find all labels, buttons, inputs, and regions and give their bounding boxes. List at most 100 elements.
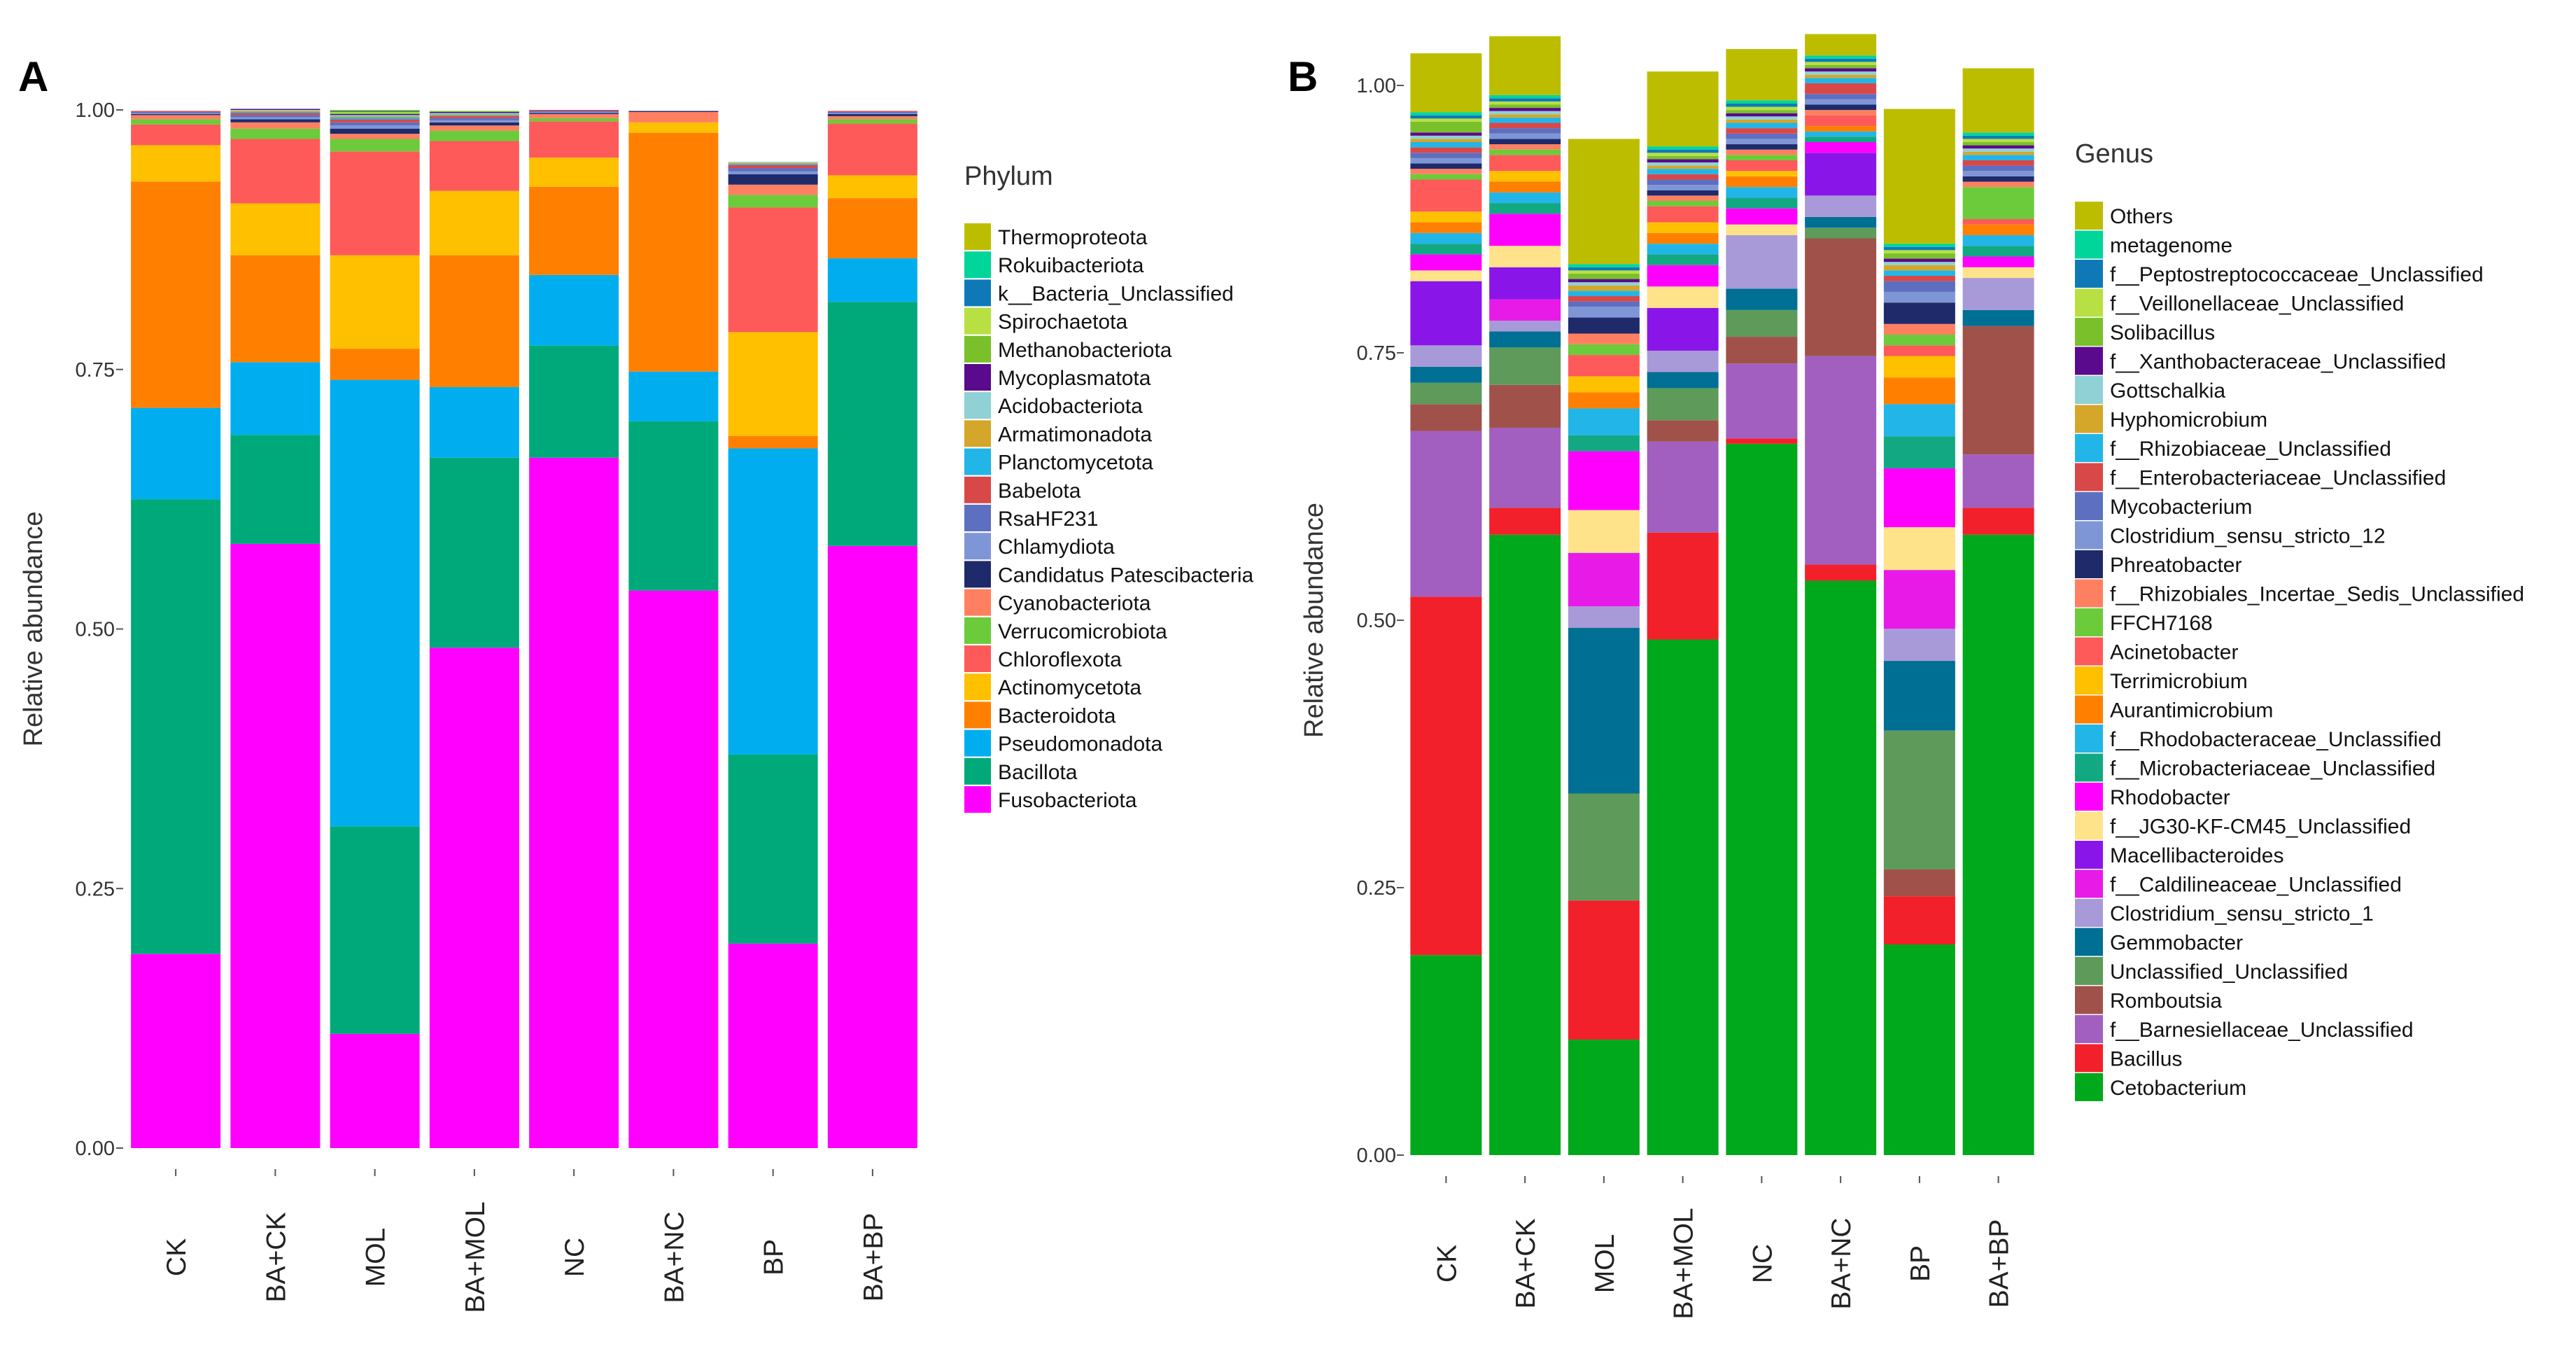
bar-segment-ba-mol-aurantimicrobium [1647, 232, 1719, 244]
bar-segment-mol-phreatobacter [1568, 317, 1640, 334]
bar-segment-ba-mol-gemmobacter [1647, 372, 1719, 389]
legend-title: Genus [2075, 139, 2153, 169]
legend-swatch-terrimicrobium [2075, 666, 2103, 694]
x-category-label-ba-nc: BA+NC [1827, 1217, 1857, 1309]
bar-segment-ba-ck-actinomycetota [230, 203, 321, 256]
x-category-label-ck: CK [162, 1238, 192, 1276]
bar-segment-nc-bacteroidota [529, 186, 619, 275]
x-category-label-ck: CK [1432, 1245, 1462, 1282]
bar-segment-nc-pseudomonadota [529, 274, 619, 346]
bar-segment-nc-others [1726, 49, 1798, 101]
legend-label-f-rhizobiaceae-unclassified: f__Rhizobiaceae_Unclassified [2110, 438, 2391, 461]
bar-segment-ba-mol-ffch7168 [1647, 201, 1719, 207]
bar-segment-ba-nc-f-xanthobacteraceae-unclassified [1805, 68, 1877, 72]
bar-segment-ba-bp-ffch7168 [1962, 187, 2034, 219]
bar-segment-ba-bp-gemmobacter [1962, 309, 2034, 326]
bar-segment-ck-cyanobacteriota [131, 115, 221, 120]
bar-segment-ba-ck-f-xanthobacteraceae-unclassified [1489, 108, 1561, 111]
bar-segment-ba-ck-f-jg30-kf-cm45-unclassified [1489, 246, 1561, 267]
bar-segment-mol-f-caldilineaceae-unclassified [1568, 552, 1640, 607]
legend-label-clostridium-sensu-stricto-12: Clostridium_sensu_stricto_12 [2110, 525, 2386, 548]
bar-segment-ck-verrucomicrobiota [131, 119, 221, 125]
legend-swatch-ffch7168 [2075, 608, 2103, 636]
bar-segment-nc-f-veillonellaceae-unclassified [1726, 106, 1798, 111]
bar-segment-bp-fusobacteriota [728, 943, 818, 1148]
x-category-label-bp: BP [759, 1239, 789, 1275]
bar-segment-ba-bp-metagenome [1962, 132, 2034, 136]
bar-segment-ba-mol-f-enterobacteriaceae-unclassified [1647, 174, 1719, 180]
bar-segment-nc-f-rhizobiales-incertae-sedis-unclassified [1726, 149, 1798, 155]
y-tick-label: 1.00 [76, 99, 115, 122]
bar-segment-ba-ck-f-enterobacteriaceae-unclassified [1489, 123, 1561, 129]
bar-segment-ba-mol-solibacillus [1647, 155, 1719, 160]
bar-segment-mol-ffch7168 [1568, 344, 1640, 356]
bar-segment-ck-romboutsia [1410, 404, 1482, 431]
bar-segment-ck-unclassified-unclassified [1410, 382, 1482, 405]
bar-segment-ba-ck-phreatobacter [1489, 139, 1561, 145]
legend-swatch-bacillus [2075, 1044, 2103, 1072]
bar-segment-ba-mol-pseudomonadota [429, 386, 519, 458]
legend-label-others: Others [2110, 205, 2173, 228]
bar-segment-ba-mol-others [1647, 71, 1719, 147]
bar-segment-nc-bacillota [529, 345, 619, 458]
bar-segment-ba-ck-unclassified-unclassified [1489, 347, 1561, 385]
bar-segment-ck-ffch7168 [1410, 174, 1482, 180]
bar-segment-ba-ck-chlamydiota [230, 117, 321, 120]
legend-swatch-aurantimicrobium [2075, 695, 2103, 724]
bar-segment-nc-f-rhizobiaceae-unclassified [1726, 123, 1798, 129]
bar-segment-mol-bacteroidota [330, 349, 420, 380]
legend-label-verrucomicrobiota: Verrucomicrobiota [998, 620, 1167, 643]
legend-swatch-f-veillonellaceae-unclassified [2075, 288, 2103, 317]
bar-segment-ck-f-jg30-kf-cm45-unclassified [1410, 270, 1482, 281]
bar-segment-ba-ck-ffch7168 [1489, 149, 1561, 155]
legend-swatch-hyphomicrobium [2075, 405, 2103, 433]
bar-segment-ba-bp-pseudomonadota [827, 258, 917, 302]
bar-segment-mol-fusobacteriota [330, 1033, 420, 1148]
bar-segment-bp-rhodobacter [1883, 468, 1955, 528]
bar-segment-mol-acinetobacter [1568, 355, 1640, 377]
bar-segment-nc-cetobacterium [1726, 443, 1798, 1155]
bar-segment-ba-bp-f-rhodobacteraceae-unclassified [1962, 235, 2034, 246]
bar-segment-bp-others [1883, 109, 1955, 244]
bar-segment-ba-bp-bacillota [827, 302, 917, 546]
bar-segment-nc-chlamydiota [529, 111, 619, 113]
bar-segment-ba-nc-f-enterobacteriaceae-unclassified [1805, 83, 1877, 95]
bar-segment-ba-nc-cyanobacteriota [628, 111, 719, 123]
bar-segment-bp-f-rhizobiaceae-unclassified [1883, 270, 1955, 276]
bar-segment-bp-solibacillus [1883, 253, 1955, 259]
bar-segment-ba-mol-verrucomicrobiota [429, 130, 519, 141]
bar-segment-ba-nc-f-peptostreptococcaceae-unclassified [1805, 58, 1877, 62]
bar-segment-ba-nc-acinetobacter [1805, 115, 1877, 127]
bar-segment-ba-nc-others [1805, 34, 1877, 56]
bar-segment-ba-bp-gottschalkia [1962, 148, 2034, 152]
legend-label-macellibacteroides: Macellibacteroides [2110, 844, 2283, 867]
bar-segment-ck-f-rhizobiaceae-unclassified [1410, 141, 1482, 148]
bar-segment-ck-bacillus [1410, 596, 1482, 956]
bar-segment-ba-nc-solibacillus [1805, 64, 1877, 69]
bar-segment-ba-mol-f-veillonellaceae-unclassified [1647, 153, 1719, 156]
legend-swatch-cyanobacteriota [964, 589, 991, 616]
bar-segment-ck-clostridium-sensu-stricto-1 [1410, 345, 1482, 367]
legend-swatch-others [2075, 202, 2103, 230]
bar-segment-mol-others [1568, 139, 1640, 265]
bar-segment-ba-bp-bacteroidota [827, 198, 917, 259]
y-tick-label: 0.75 [1357, 342, 1396, 365]
legend-label-mycobacterium: Mycobacterium [2110, 496, 2252, 519]
bar-segment-ck-f-peptostreptococcaceae-unclassified [1410, 115, 1482, 119]
bar-segment-ba-bp-hyphomicrobium [1962, 151, 2034, 155]
bar-segment-ba-nc-bacillota [628, 421, 719, 591]
bar-segment-ck-mycobacterium [1410, 153, 1482, 158]
legend-label-thermoproteota: Thermoproteota [998, 226, 1148, 249]
bar-segment-ba-mol-cyanobacteriota [429, 125, 519, 131]
bar-segment-mol-f-jg30-kf-cm45-unclassified [1568, 510, 1640, 553]
bar-segment-ba-nc-f-veillonellaceae-unclassified [1805, 62, 1877, 65]
bar-segment-mol-chloroflexota [330, 151, 420, 256]
bar-segment-ba-bp-f-xanthobacteraceae-unclassified [1962, 145, 2034, 149]
bar-segment-ba-bp-f-enterobacteriaceae-unclassified [1962, 160, 2034, 166]
bar-segment-mol-acidobacteriota [330, 115, 420, 116]
bar-segment-ba-nc-metagenome [1805, 55, 1877, 59]
x-category-label-ba-bp: BA+BP [1985, 1219, 2015, 1308]
legend-swatch-f-rhodobacteraceae-unclassified [2075, 725, 2103, 753]
bar-segment-bp-verrucomicrobiota [728, 195, 818, 208]
